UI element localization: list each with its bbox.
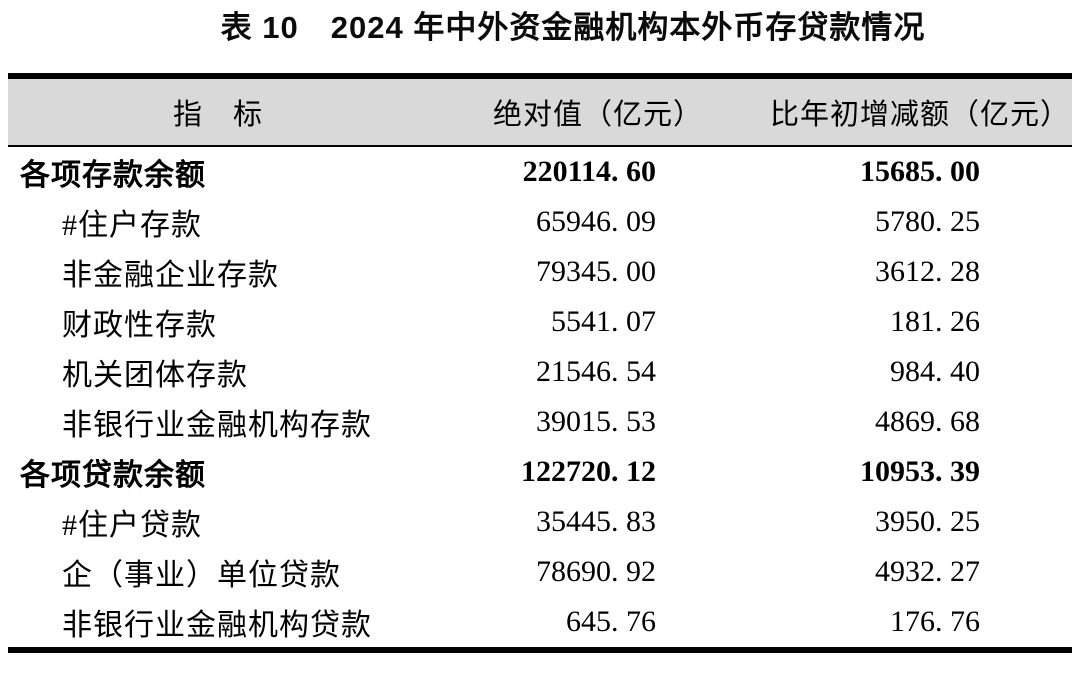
header-absolute-value: 绝对值（亿元） <box>492 99 703 131</box>
table-header-row: 指 标 绝对值（亿元） 比年初增减额（亿元） <box>8 79 1072 147</box>
indicator-cell: #住户存款 <box>62 209 202 242</box>
absolute-value-cell: 78690. 92 <box>536 555 656 588</box>
change-value-cell: 181. 26 <box>890 305 980 338</box>
absolute-value-cell: 5541. 07 <box>551 305 656 338</box>
table-title: 表 10 2024 年中外资金融机构本外币存贷款情况 <box>220 10 926 45</box>
absolute-value-cell: 65946. 09 <box>536 205 656 238</box>
change-value-cell: 10953. 39 <box>860 455 980 488</box>
indicator-cell: 非银行业金融机构存款 <box>62 409 372 442</box>
change-value-cell: 5780. 25 <box>875 205 980 238</box>
table-row: 非金融企业存款 79345. 00 3612. 28 <box>8 247 1072 297</box>
indicator-cell: 非银行业金融机构贷款 <box>62 609 372 642</box>
change-value-cell: 15685. 00 <box>860 155 980 188</box>
indicator-cell: #住户贷款 <box>62 509 202 542</box>
deposits-loans-table: 指 标 绝对值（亿元） 比年初增减额（亿元） 各项存款余额 220114. 60… <box>8 73 1072 653</box>
absolute-value-cell: 35445. 83 <box>536 505 656 538</box>
table-row: 财政性存款 5541. 07 181. 26 <box>8 297 1072 347</box>
change-value-cell: 984. 40 <box>890 355 980 388</box>
change-value-cell: 4932. 27 <box>875 555 980 588</box>
indicator-cell: 财政性存款 <box>62 309 217 342</box>
absolute-value-cell: 21546. 54 <box>536 355 656 388</box>
indicator-cell: 各项贷款余额 <box>20 459 206 492</box>
indicator-cell: 机关团体存款 <box>62 359 248 392</box>
indicator-cell: 非金融企业存款 <box>62 259 279 292</box>
indicator-cell: 企（事业）单位贷款 <box>62 559 341 592</box>
table-row: 各项贷款余额 122720. 12 10953. 39 <box>8 447 1072 497</box>
table-row: 各项存款余额 220114. 60 15685. 00 <box>8 147 1072 197</box>
absolute-value-cell: 79345. 00 <box>536 255 656 288</box>
change-value-cell: 4869. 68 <box>875 405 980 438</box>
table-row: 机关团体存款 21546. 54 984. 40 <box>8 347 1072 397</box>
absolute-value-cell: 220114. 60 <box>522 155 656 188</box>
absolute-value-cell: 39015. 53 <box>536 405 656 438</box>
indicator-cell: 各项存款余额 <box>20 159 206 192</box>
table-row: #住户贷款 35445. 83 3950. 25 <box>8 497 1072 547</box>
change-value-cell: 3950. 25 <box>875 505 980 538</box>
table-row: 企（事业）单位贷款 78690. 92 4932. 27 <box>8 547 1072 597</box>
header-change-amount: 比年初增减额（亿元） <box>769 99 1070 131</box>
table-row: #住户存款 65946. 09 5780. 25 <box>8 197 1072 247</box>
table-row: 非银行业金融机构存款 39015. 53 4869. 68 <box>8 397 1072 447</box>
change-value-cell: 3612. 28 <box>875 255 980 288</box>
absolute-value-cell: 645. 76 <box>566 605 656 638</box>
header-indicator: 指 标 <box>172 99 263 131</box>
absolute-value-cell: 122720. 12 <box>521 455 656 488</box>
table-row: 非银行业金融机构贷款 645. 76 176. 76 <box>8 597 1072 647</box>
change-value-cell: 176. 76 <box>890 605 980 638</box>
table-body: 各项存款余额 220114. 60 15685. 00 #住户存款 65946.… <box>8 147 1072 647</box>
